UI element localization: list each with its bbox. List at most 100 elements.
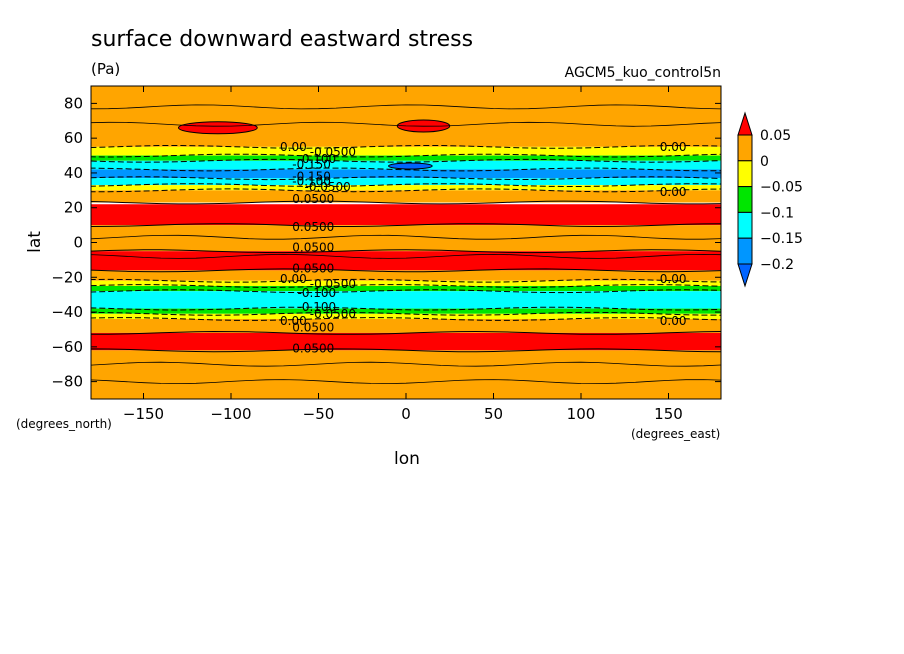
- colorbar: 0.05 0 −0.05 −0.1 −0.15 −0.2: [737, 111, 803, 288]
- contour-line-0: [91, 145, 721, 149]
- stress-band-14: [91, 291, 721, 309]
- contour-label-20: 0.00: [660, 185, 687, 199]
- colorbar-segment-5: [737, 237, 753, 265]
- colorbar-segment-4: [737, 211, 753, 239]
- colorbar-label-0: 0.05: [760, 128, 791, 144]
- contour-label-18: 0.0500: [292, 342, 334, 356]
- contour-line-12: [91, 284, 721, 288]
- chart-subtitle: AGCM5_kuo_control5n: [565, 65, 721, 81]
- contour-label-1: -0.0500: [310, 145, 356, 159]
- stress-band-12: [91, 280, 721, 286]
- x-axis-title: lon: [394, 449, 420, 469]
- stress-band-17: [91, 319, 721, 333]
- y-tick-label-3: 20: [64, 199, 83, 217]
- contour-label-15: -0.0500: [310, 307, 356, 321]
- contour-line-17: [91, 330, 721, 335]
- contour-line-4: [91, 176, 721, 181]
- contour-line-9: [91, 249, 721, 254]
- contour-line-3: [91, 167, 721, 172]
- contour-line-16: [91, 317, 721, 321]
- contour-line-11: [91, 278, 721, 283]
- contour-line-5: [91, 183, 721, 188]
- stress-band-10: [91, 251, 721, 271]
- x-tick-label-0: −150: [123, 405, 164, 423]
- stress-max-patch-0: [178, 121, 258, 135]
- contour-line-extra-1: [91, 121, 721, 127]
- contour-label-6: -0.0500: [305, 180, 351, 194]
- contour-label-0: 0.00: [280, 140, 307, 154]
- stress-band-19: [91, 350, 721, 399]
- contour-line-extra-0: [91, 104, 721, 110]
- y-unit-label: (degrees_north): [16, 417, 112, 431]
- y-tick-label-8: −80: [51, 373, 83, 391]
- colorbar-label-4: −0.15: [760, 231, 803, 247]
- contour-label-19: 0.00: [660, 140, 687, 154]
- stress-band-6: [91, 185, 721, 191]
- contour-label-12: -0.0500: [310, 277, 356, 291]
- contour-line-18: [91, 348, 721, 353]
- stress-band-4: [91, 169, 721, 179]
- contour-line-13: [91, 289, 721, 294]
- colorbar-label-3: −0.1: [760, 205, 794, 221]
- contour-line-2: [91, 158, 721, 163]
- contour-label-9: 0.0500: [292, 241, 334, 255]
- plot-area: [91, 86, 721, 399]
- contour-label-14: -0.100: [298, 300, 337, 314]
- chart-units: (Pa): [91, 60, 120, 78]
- stress-band-5: [91, 178, 721, 186]
- contour-line-8: [91, 223, 721, 228]
- contour-label-7: 0.0500: [292, 192, 334, 206]
- colorbar-segment-1: [737, 134, 753, 162]
- chart-title: surface downward eastward stress: [91, 27, 473, 52]
- contour-label-5: -0.100: [292, 175, 331, 189]
- colorbar-min-arrow: [737, 263, 753, 288]
- contour-line-15: [91, 311, 721, 316]
- x-unit-label: (degrees_east): [631, 427, 720, 441]
- contour-line-14: [91, 306, 721, 311]
- stress-band-7: [91, 190, 721, 203]
- colorbar-segment-3: [737, 186, 753, 213]
- x-tick-label-4: 50: [484, 405, 503, 423]
- stress-band-11: [91, 270, 721, 281]
- x-tick-label-5: 100: [567, 405, 596, 423]
- contour-line-1: [91, 153, 721, 158]
- y-axis-title: lat: [25, 231, 45, 253]
- contour-label-22: 0.00: [660, 314, 687, 328]
- colorbar-segment-2: [737, 160, 753, 188]
- y-tick-label-1: 60: [64, 129, 83, 147]
- contour-line-6: [91, 188, 721, 193]
- x-axis: −150 −100 −50 0 50 100 150: [123, 86, 683, 423]
- y-tick-label-2: 40: [64, 164, 83, 182]
- stress-band-8: [91, 204, 721, 226]
- stress-band-0: [91, 86, 721, 147]
- contour-line-extra-4: [91, 234, 721, 240]
- stress-band-2: [91, 155, 721, 161]
- contour-label-16: 0.00: [280, 314, 307, 328]
- contour-line-extra-3: [91, 379, 721, 385]
- x-tick-label-3: 0: [401, 405, 411, 423]
- contour-label-11: 0.00: [280, 272, 307, 286]
- colorbar-label-1: 0: [760, 154, 769, 170]
- contour-label-10: 0.0500: [292, 262, 334, 276]
- contour-line-extra-2: [91, 361, 721, 367]
- y-tick-label-7: −60: [51, 338, 83, 356]
- contour-label-3: -0.150: [292, 157, 331, 171]
- y-tick-label-5: −20: [51, 268, 83, 286]
- colorbar-label-2: −0.05: [760, 180, 803, 196]
- x-tick-label-2: −50: [303, 405, 335, 423]
- contour-label-17: 0.0500: [292, 321, 334, 335]
- stress-band-1: [91, 146, 721, 156]
- stress-band-16: [91, 313, 721, 320]
- stress-min-patch-2: [388, 162, 433, 170]
- stress-band-18: [91, 332, 721, 351]
- contour-line-extra-5: [91, 253, 721, 259]
- colorbar-label-5: −0.2: [760, 257, 794, 273]
- y-axis: 80 60 40 20 0 −20 −40 −60 −80: [51, 94, 721, 391]
- contour-label-2: -0.100: [298, 152, 337, 166]
- x-tick-label-6: 150: [654, 405, 683, 423]
- stress-band-13: [91, 285, 721, 292]
- contour-label-8: 0.0500: [292, 220, 334, 234]
- stress-band-15: [91, 308, 721, 314]
- contour-line-10: [91, 268, 721, 273]
